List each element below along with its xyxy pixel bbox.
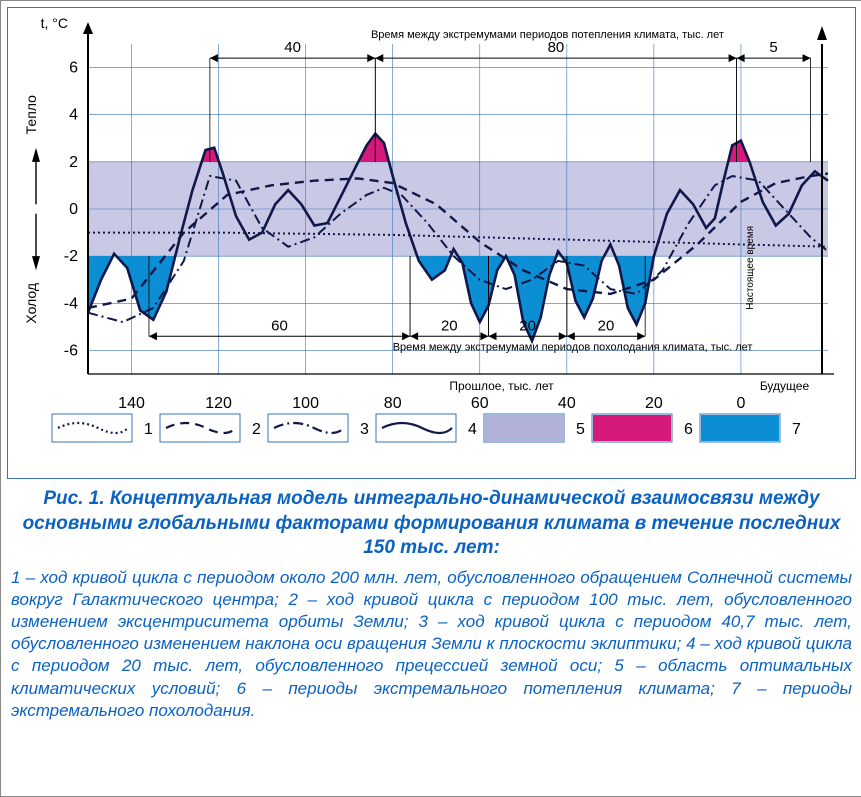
svg-text:0: 0 (69, 201, 78, 218)
svg-text:Прошлое, тыс. лет: Прошлое, тыс. лет (449, 379, 554, 393)
svg-text:t, °C: t, °C (41, 15, 68, 31)
svg-text:80: 80 (548, 39, 565, 56)
svg-text:Будущее: Будущее (760, 379, 810, 393)
svg-text:20: 20 (441, 317, 458, 334)
chart-container: -6-4-20246140120100806040200t, °CТеплоХо… (7, 7, 856, 479)
figure-caption: Рис. 1. Концептуальная модель интегральн… (11, 487, 852, 722)
svg-text:-2: -2 (64, 248, 78, 265)
climate-chart: -6-4-20246140120100806040200t, °CТеплоХо… (8, 8, 857, 478)
svg-text:80: 80 (384, 395, 402, 412)
svg-text:4: 4 (468, 421, 477, 438)
svg-text:20: 20 (645, 395, 663, 412)
caption-desc: 1 – ход кривой цикла с периодом около 20… (11, 567, 852, 722)
svg-text:20: 20 (519, 317, 536, 334)
svg-text:20: 20 (598, 317, 615, 334)
svg-text:Настоящее время: Настоящее время (745, 226, 756, 310)
svg-text:2: 2 (252, 421, 261, 438)
svg-text:0: 0 (736, 395, 745, 412)
svg-text:-6: -6 (64, 342, 78, 359)
svg-text:3: 3 (360, 421, 369, 438)
svg-text:-4: -4 (64, 295, 78, 312)
svg-text:5: 5 (576, 421, 585, 438)
svg-text:40: 40 (558, 395, 576, 412)
svg-text:60: 60 (471, 395, 489, 412)
svg-text:120: 120 (205, 395, 232, 412)
svg-text:60: 60 (271, 317, 288, 334)
svg-text:40: 40 (284, 39, 301, 56)
svg-text:5: 5 (769, 39, 777, 56)
svg-text:6: 6 (69, 60, 78, 77)
caption-title: Рис. 1. Концептуальная модель интегральн… (11, 487, 852, 561)
figure-page: -6-4-20246140120100806040200t, °CТеплоХо… (0, 0, 861, 797)
svg-text:1: 1 (144, 421, 153, 438)
svg-text:Время между экстремумами перио: Время между экстремумами периодов похоло… (393, 341, 753, 353)
svg-text:140: 140 (118, 395, 145, 412)
svg-text:6: 6 (684, 421, 693, 438)
svg-text:Холод: Холод (23, 283, 39, 324)
svg-text:2: 2 (69, 154, 78, 171)
svg-text:100: 100 (292, 395, 319, 412)
svg-text:7: 7 (792, 421, 801, 438)
svg-text:4: 4 (69, 107, 78, 124)
svg-text:Тепло: Тепло (23, 95, 39, 134)
